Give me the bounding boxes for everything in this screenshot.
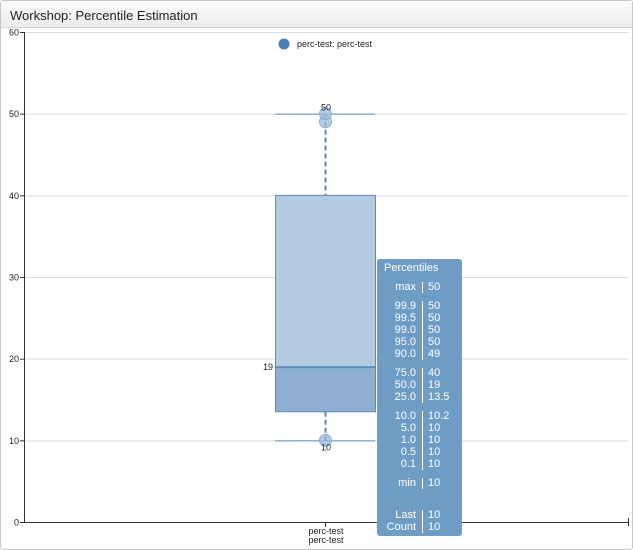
tooltip-row: 10.0 10.2 — [377, 410, 462, 422]
tooltip-divider — [422, 282, 423, 293]
tooltip-row: 5.0 10 — [377, 422, 462, 434]
tooltip-divider — [422, 411, 423, 470]
tooltip-row-value: 13.5 — [428, 391, 450, 403]
tooltip-row-value: 50 — [428, 281, 441, 293]
tooltip-row: min 10 — [377, 477, 462, 489]
tooltip-row-value: 10 — [428, 521, 441, 533]
tooltip-row: 50.0 19 — [377, 379, 462, 391]
tooltip-row: 0.1 10 — [377, 458, 462, 470]
tooltip-title: Percentiles — [384, 262, 439, 274]
box-upper-quartile — [275, 194, 376, 368]
tooltip-row-key: 10.0 — [394, 410, 416, 422]
tooltip-row: 0.5 10 — [377, 446, 462, 458]
y-tick-label: 50 — [9, 109, 19, 119]
tooltip-row-key: 25.0 — [394, 391, 416, 403]
y-tick-label: 30 — [9, 273, 19, 283]
y-tick-label: 40 — [9, 191, 19, 201]
tooltip-row-value: 50 — [428, 300, 441, 312]
window-title: Workshop: Percentile Estimation — [10, 8, 198, 23]
max-label: 50 — [321, 103, 331, 113]
tooltip-row-value: 49 — [428, 348, 441, 360]
legend-marker — [278, 38, 290, 50]
tooltip-row-key: 0.1 — [400, 458, 416, 470]
tooltip-divider — [422, 301, 423, 360]
tooltip-row-value: 10 — [428, 509, 441, 521]
legend-label: perc-test: perc-test — [297, 39, 373, 49]
min-label: 10 — [321, 442, 331, 452]
tooltip-row: 1.0 10 — [377, 434, 462, 446]
y-tick-label: 10 — [9, 436, 19, 446]
title-bar: Workshop: Percentile Estimation — [1, 1, 632, 28]
percentiles-tooltip: Percentiles max 50 99.9 50 99.5 50 99.0 50 95.0 5… — [377, 259, 462, 536]
tooltip-row-key: 90.0 — [394, 348, 416, 360]
y-tick-label: 60 — [9, 28, 19, 38]
tooltip-row-value: 10 — [428, 477, 441, 489]
tooltip-row-key: 99.9 — [394, 300, 416, 312]
tooltip-row-key: 99.5 — [394, 312, 416, 324]
box-lower-quartile — [275, 366, 376, 413]
tooltip-divider — [422, 478, 423, 489]
tooltip-row-value: 19 — [428, 379, 441, 391]
median-label: 19 — [263, 362, 273, 372]
tooltip-row-key: Count — [386, 521, 416, 533]
tooltip-divider — [422, 510, 423, 533]
tooltip-row: 90.0 49 — [377, 348, 462, 360]
tooltip-row-key: 95.0 — [394, 336, 416, 348]
tooltip-row: 99.9 50 — [377, 300, 462, 312]
data-point — [319, 433, 332, 447]
tooltip-row: 25.0 13.5 — [377, 391, 462, 403]
y-tick-label: 20 — [9, 354, 19, 364]
tooltip-row-value: 50 — [428, 324, 441, 336]
tooltip-row-key: 50.0 — [394, 379, 416, 391]
tooltip-divider — [422, 368, 423, 403]
y-tick-label: 0 — [14, 518, 19, 528]
tooltip-row-value: 50 — [428, 312, 441, 324]
tooltip-row-key: 0.5 — [400, 446, 416, 458]
tooltip-row-key: 5.0 — [400, 422, 416, 434]
tooltip-row: 95.0 50 — [377, 336, 462, 348]
tooltip-row: 99.5 50 — [377, 312, 462, 324]
tooltip-row: Last 10 — [377, 509, 462, 521]
tooltip-row-key: max — [395, 281, 416, 293]
tooltip-row-key: min — [398, 477, 416, 489]
tooltip-row-value: 10 — [428, 458, 441, 470]
tooltip-row-key: 75.0 — [394, 367, 416, 379]
tooltip-row-value: 10 — [428, 446, 441, 458]
tooltip-row-value: 10 — [428, 434, 441, 446]
tooltip-row-value: 50 — [428, 336, 441, 348]
data-point — [319, 107, 332, 121]
tooltip-row-key: 99.0 — [394, 324, 416, 336]
x-tick-label: perc-test — [308, 535, 344, 545]
tooltip-row: Count 10 — [377, 521, 462, 533]
tooltip-row-value: 10.2 — [428, 410, 450, 422]
tooltip-row: max 50 — [377, 281, 462, 293]
tooltip-row-value: 10 — [428, 422, 441, 434]
tooltip-row-key: Last — [395, 509, 416, 521]
tooltip-row-value: 40 — [428, 367, 441, 379]
tooltip-row: 75.0 40 — [377, 367, 462, 379]
tooltip-row-key: 1.0 — [400, 434, 416, 446]
x-tick-label: perc-test — [308, 526, 344, 536]
tooltip-row: 99.0 50 — [377, 324, 462, 336]
